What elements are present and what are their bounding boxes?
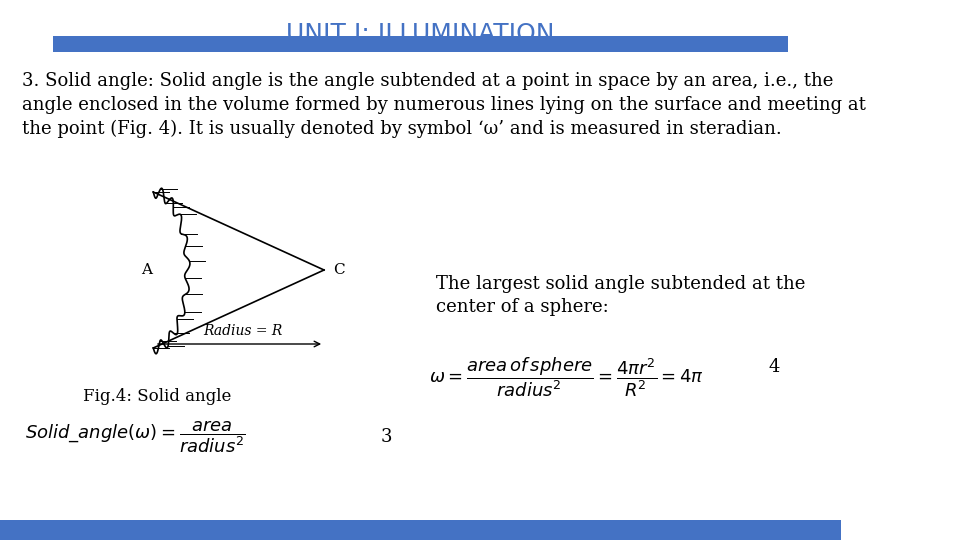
Text: Fig.4: Solid angle: Fig.4: Solid angle — [84, 388, 231, 405]
Text: A: A — [141, 263, 152, 277]
FancyBboxPatch shape — [53, 36, 788, 52]
Text: angle enclosed in the volume formed by numerous lines lying on the surface and m: angle enclosed in the volume formed by n… — [22, 96, 866, 114]
Text: $Solid\_angle(\omega) = \dfrac{area}{radius^2}$: $Solid\_angle(\omega) = \dfrac{area}{rad… — [25, 418, 246, 455]
Text: C: C — [333, 263, 345, 277]
Text: center of a sphere:: center of a sphere: — [436, 298, 609, 316]
Text: the point (Fig. 4). It is usually denoted by symbol ‘ω’ and is measured in stera: the point (Fig. 4). It is usually denote… — [22, 120, 781, 138]
FancyBboxPatch shape — [0, 520, 841, 540]
Text: UNIT I: ILLUMINATION: UNIT I: ILLUMINATION — [286, 22, 555, 46]
Text: The largest solid angle subtended at the: The largest solid angle subtended at the — [436, 275, 805, 293]
Text: 3. Solid angle: Solid angle is the angle subtended at a point in space by an are: 3. Solid angle: Solid angle is the angle… — [22, 72, 833, 90]
Text: 4: 4 — [769, 358, 780, 376]
Text: Radius = R: Radius = R — [204, 324, 282, 338]
Text: 3: 3 — [381, 428, 393, 446]
Text: $\omega = \dfrac{area\,of\,sphere}{radius^2} = \dfrac{4\pi r^2}{R^2} = 4\pi$: $\omega = \dfrac{area\,of\,sphere}{radiu… — [429, 355, 705, 399]
